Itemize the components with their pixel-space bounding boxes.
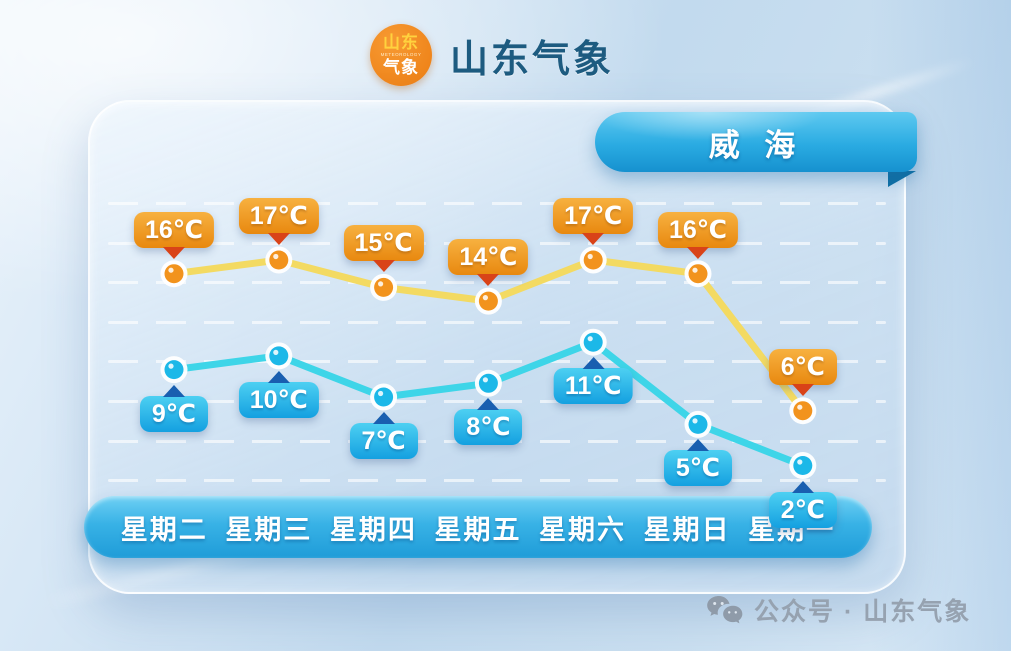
chart-area: 星期二 星期三 星期四 星期五 星期六 星期日 星期一 16℃ 17℃ 15℃ 14℃ 17℃ 16℃… [84, 102, 904, 592]
shandong-meteorology-logo-icon: 山东 METEOROLOGY 气象 [370, 24, 432, 86]
low-temp-label: 11℃ [553, 368, 633, 405]
day-label: 星期五 [434, 514, 522, 545]
high-temp-label: 14℃ [448, 239, 529, 276]
high-temp-label: 15℃ [343, 225, 424, 262]
wechat-icon [707, 595, 743, 624]
logo-text-bottom: 气象 [383, 58, 419, 78]
low-temp-label: 2℃ [768, 491, 837, 528]
low-temp-label: 10℃ [238, 381, 319, 418]
gridline [108, 202, 886, 205]
day-bar: 星期二 星期三 星期四 星期五 星期六 星期日 星期一 [84, 496, 872, 558]
logo-text-top: 山东 [383, 32, 419, 52]
high-temp-label: 16℃ [133, 211, 215, 248]
day-label: 星期日 [643, 514, 731, 545]
day-label: 星期二 [120, 514, 208, 545]
city-name: 威 海 [708, 127, 804, 163]
gridline [108, 479, 886, 483]
day-label: 星期六 [539, 514, 627, 545]
header: 山东 METEOROLOGY 气象 山东气象 [370, 24, 614, 86]
high-temp-label: 17℃ [553, 198, 634, 234]
watermark: 公众号 · 山东气象 [706, 592, 971, 628]
gridline [108, 360, 886, 364]
low-temp-label: 7℃ [349, 423, 418, 459]
page-title: 山东气象 [450, 38, 615, 81]
high-temp-label: 6℃ [768, 348, 837, 385]
ribbon-fold [888, 171, 916, 187]
gridline [108, 320, 886, 324]
city-badge: 威 海 [595, 112, 917, 172]
forecast-panel: 星期二 星期三 星期四 星期五 星期六 星期日 星期一 16℃ 17℃ 15℃ 14℃ 17℃ 16℃… [84, 100, 906, 594]
temp-lines-svg [160, 246, 817, 479]
logo-text-middle: METEOROLOGY [380, 51, 422, 57]
high-temp-label: 16℃ [657, 211, 739, 248]
low-temp-label: 9℃ [140, 395, 208, 432]
day-label: 星期三 [225, 514, 313, 545]
high-temp-label: 17℃ [238, 198, 319, 234]
watermark-text: 公众号 · 山东气象 [754, 598, 972, 626]
day-label: 星期四 [329, 514, 417, 545]
low-temp-label: 8℃ [454, 409, 523, 446]
low-temp-label: 5℃ [664, 450, 732, 487]
